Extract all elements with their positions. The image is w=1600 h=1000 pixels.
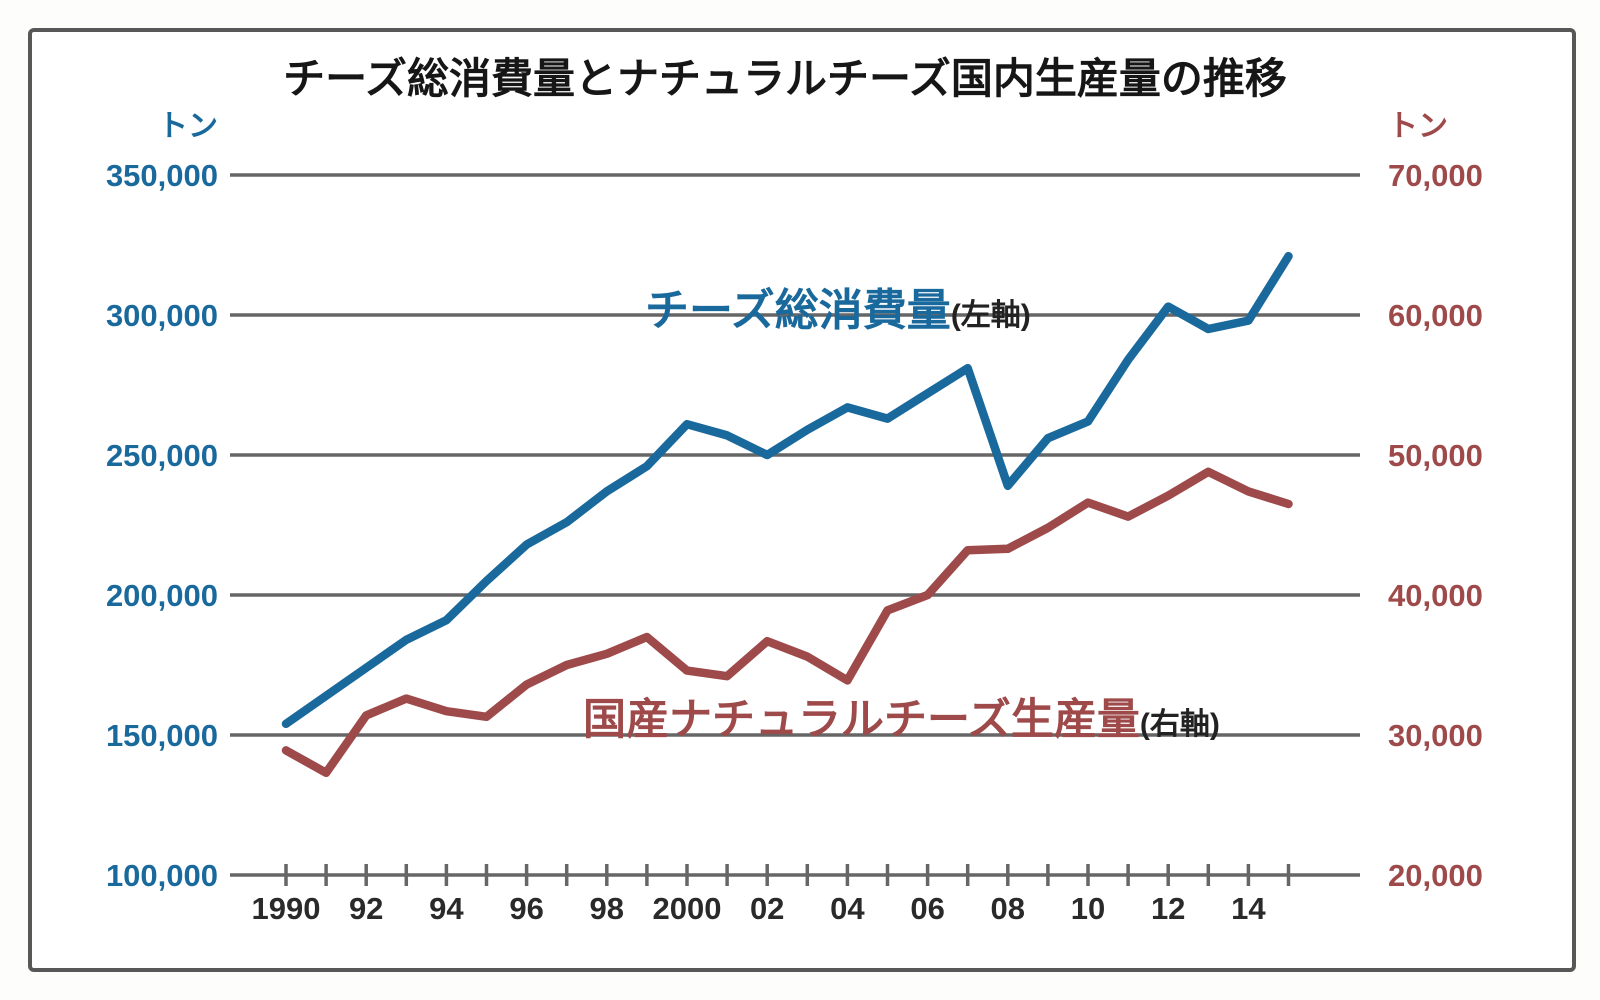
left-axis-tick-label: 150,000 <box>105 718 218 753</box>
left-axis-tick-label: 350,000 <box>105 158 218 193</box>
left-axis-unit: トン <box>158 110 218 143</box>
left-axis-tick-label: 200,000 <box>105 578 218 613</box>
x-axis-year-label: 2000 <box>652 891 722 926</box>
x-axis-year-label: 12 <box>1150 891 1186 926</box>
x-axis-year-label: 94 <box>429 891 464 926</box>
x-axis-year-label: 1990 <box>251 891 321 926</box>
right-axis-tick-label: 50,000 <box>1388 438 1483 473</box>
right-axis-tick-label: 20,000 <box>1388 858 1483 893</box>
consumption-axis-note: (左軸) <box>950 299 1031 332</box>
production-series-name: 国産ナチュラルチーズ生産量 <box>583 696 1140 744</box>
consumption-series-label: チーズ総消費量(左軸) <box>645 289 1031 333</box>
x-axis-year-label: 10 <box>1070 891 1106 926</box>
right-axis-tick-label: 30,000 <box>1388 718 1483 753</box>
left-axis-tick-label: 250,000 <box>105 438 218 473</box>
right-axis-tick-label: 70,000 <box>1388 158 1483 193</box>
x-axis-year-label: 92 <box>348 891 384 926</box>
production-series-label: 国産ナチュラルチーズ生産量(右軸) <box>583 699 1220 742</box>
x-axis-year-label: 08 <box>990 891 1026 926</box>
production-axis-note: (右軸) <box>1139 708 1220 741</box>
x-axis-year-label: 02 <box>749 891 785 926</box>
right-axis-tick-label: 60,000 <box>1388 298 1483 333</box>
left-axis-tick-label: 300,000 <box>105 298 218 333</box>
consumption-line <box>281 251 1293 729</box>
left-axis-tick-label: 100,000 <box>105 858 218 893</box>
chart-title: チーズ総消費量とナチュラルチーズ国内生産量の推移 <box>283 55 1287 102</box>
x-axis-year-label: 96 <box>509 891 544 926</box>
production-line <box>281 467 1293 778</box>
x-axis-year-label: 14 <box>1231 891 1266 926</box>
x-axis-year-label: 06 <box>910 891 945 926</box>
x-axis-year-label: 98 <box>589 891 625 926</box>
figure-border <box>28 28 1576 972</box>
consumption-series-name: チーズ総消費量 <box>645 286 951 335</box>
x-axis-year-label: 04 <box>830 891 865 926</box>
right-axis-unit: トン <box>1388 110 1448 143</box>
right-axis-tick-label: 40,000 <box>1388 578 1483 613</box>
